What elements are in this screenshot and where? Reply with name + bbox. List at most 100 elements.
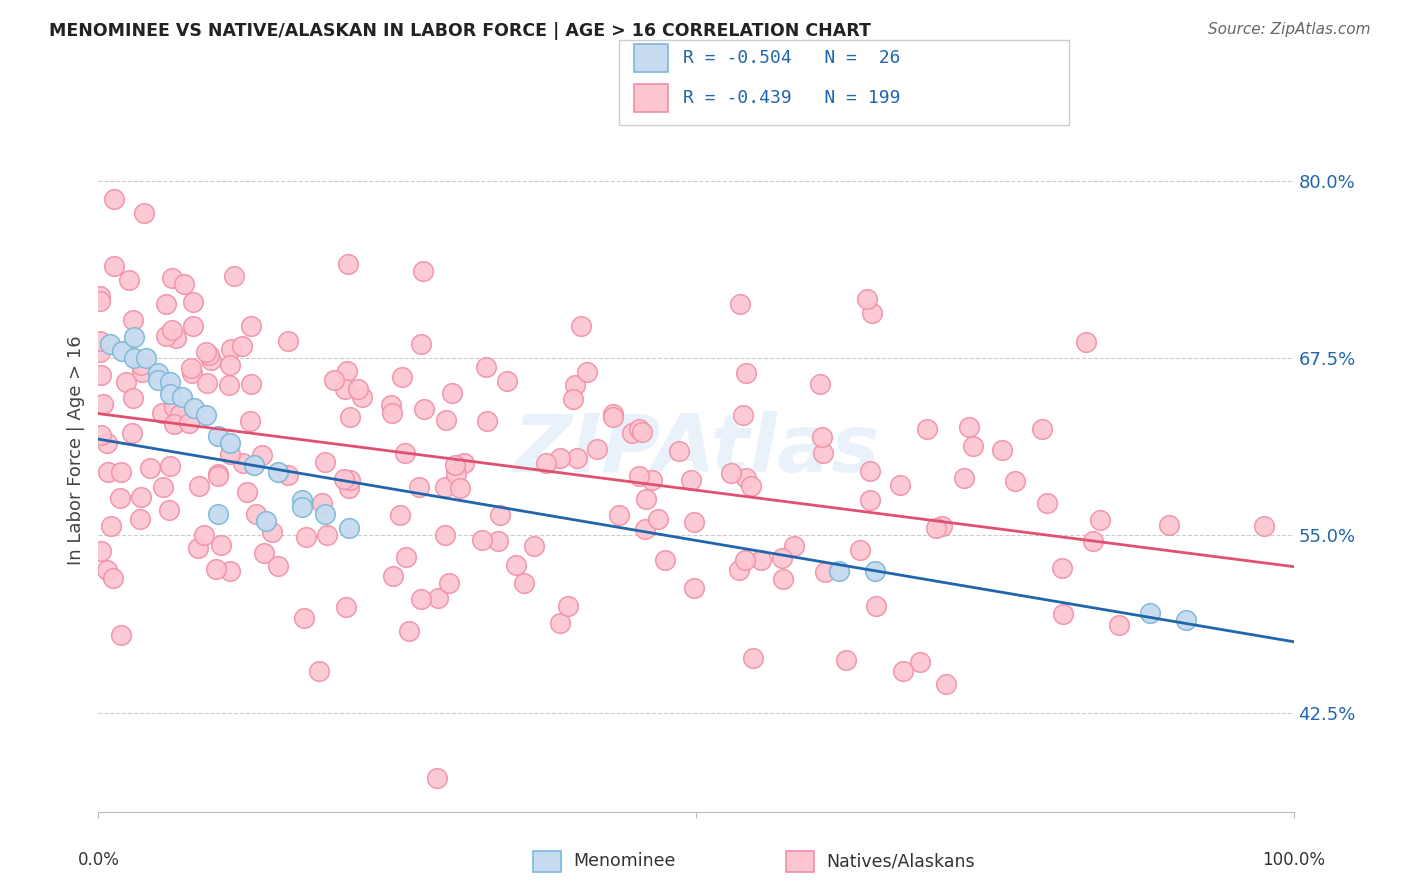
Point [437, 575, 460, 590]
Text: ZIPAtlas: ZIPAtlas [513, 411, 879, 490]
Point [311, 496, 333, 510]
Point [187, 541, 209, 555]
Point [121, 426, 143, 441]
Point [163, 400, 186, 414]
Point [131, 365, 153, 379]
Point [243, 458, 266, 472]
Point [865, 564, 887, 578]
Text: R = -0.504   N =  26: R = -0.504 N = 26 [683, 49, 901, 67]
Point [159, 503, 181, 517]
Point [198, 347, 221, 361]
Point [89, 289, 111, 303]
Point [585, 442, 607, 457]
Point [277, 467, 299, 482]
Point [434, 412, 457, 426]
Text: R = -0.439   N = 199: R = -0.439 N = 199 [683, 89, 901, 107]
Point [97, 465, 120, 479]
Point [219, 436, 242, 450]
Point [314, 455, 336, 469]
Point [91, 397, 114, 411]
Point [98, 337, 122, 351]
Point [110, 628, 132, 642]
Point [121, 313, 143, 327]
Point [602, 407, 624, 421]
Point [195, 408, 218, 422]
Point [388, 508, 411, 523]
Point [849, 542, 872, 557]
Point [496, 374, 519, 388]
Point [89, 294, 111, 309]
Point [267, 559, 290, 574]
Point [152, 480, 174, 494]
Point [315, 507, 337, 521]
Point [333, 382, 356, 396]
Y-axis label: In Labor Force | Age > 16: In Labor Force | Age > 16 [66, 335, 84, 566]
Point [96, 435, 118, 450]
Point [641, 473, 664, 487]
Point [1108, 617, 1130, 632]
Point [110, 465, 132, 479]
Point [124, 351, 146, 366]
Point [1253, 519, 1275, 533]
Point [633, 522, 655, 536]
Point [129, 512, 152, 526]
Point [219, 564, 242, 578]
Point [394, 446, 416, 460]
Point [118, 273, 141, 287]
Point [575, 365, 598, 379]
Point [155, 297, 177, 311]
Point [90, 427, 112, 442]
Point [159, 376, 181, 390]
Point [627, 422, 650, 436]
Point [513, 576, 536, 591]
Point [111, 344, 134, 359]
Point [169, 408, 191, 422]
Point [336, 364, 359, 378]
Point [159, 458, 181, 473]
Point [339, 409, 361, 424]
Point [250, 448, 273, 462]
Point [770, 551, 793, 566]
Point [148, 373, 170, 387]
Point [103, 192, 125, 206]
Point [122, 392, 145, 406]
Point [565, 451, 588, 466]
Point [720, 466, 742, 480]
Point [181, 294, 204, 309]
Point [205, 561, 228, 575]
Point [135, 351, 157, 366]
Point [337, 481, 360, 495]
Point [811, 445, 834, 459]
Point [207, 467, 229, 481]
Point [337, 257, 360, 271]
Point [163, 417, 186, 431]
Point [124, 330, 146, 344]
Point [654, 553, 676, 567]
Point [811, 430, 834, 444]
Point [236, 485, 259, 500]
Point [865, 599, 887, 613]
Point [471, 533, 494, 547]
Point [828, 564, 851, 578]
Point [1004, 474, 1026, 488]
Point [339, 521, 361, 535]
Point [488, 508, 510, 523]
Point [179, 416, 201, 430]
Point [668, 443, 690, 458]
Point [408, 480, 430, 494]
Point [523, 539, 546, 553]
Point [474, 360, 496, 375]
Point [814, 565, 837, 579]
Point [195, 376, 218, 391]
Point [90, 544, 112, 558]
Point [957, 420, 980, 434]
Point [96, 563, 118, 577]
Point [114, 375, 136, 389]
Point [449, 481, 471, 495]
Text: 0.0%: 0.0% [77, 851, 120, 870]
Point [398, 624, 420, 639]
Point [731, 408, 754, 422]
Point [856, 293, 879, 307]
Point [221, 342, 243, 356]
Point [391, 370, 413, 384]
